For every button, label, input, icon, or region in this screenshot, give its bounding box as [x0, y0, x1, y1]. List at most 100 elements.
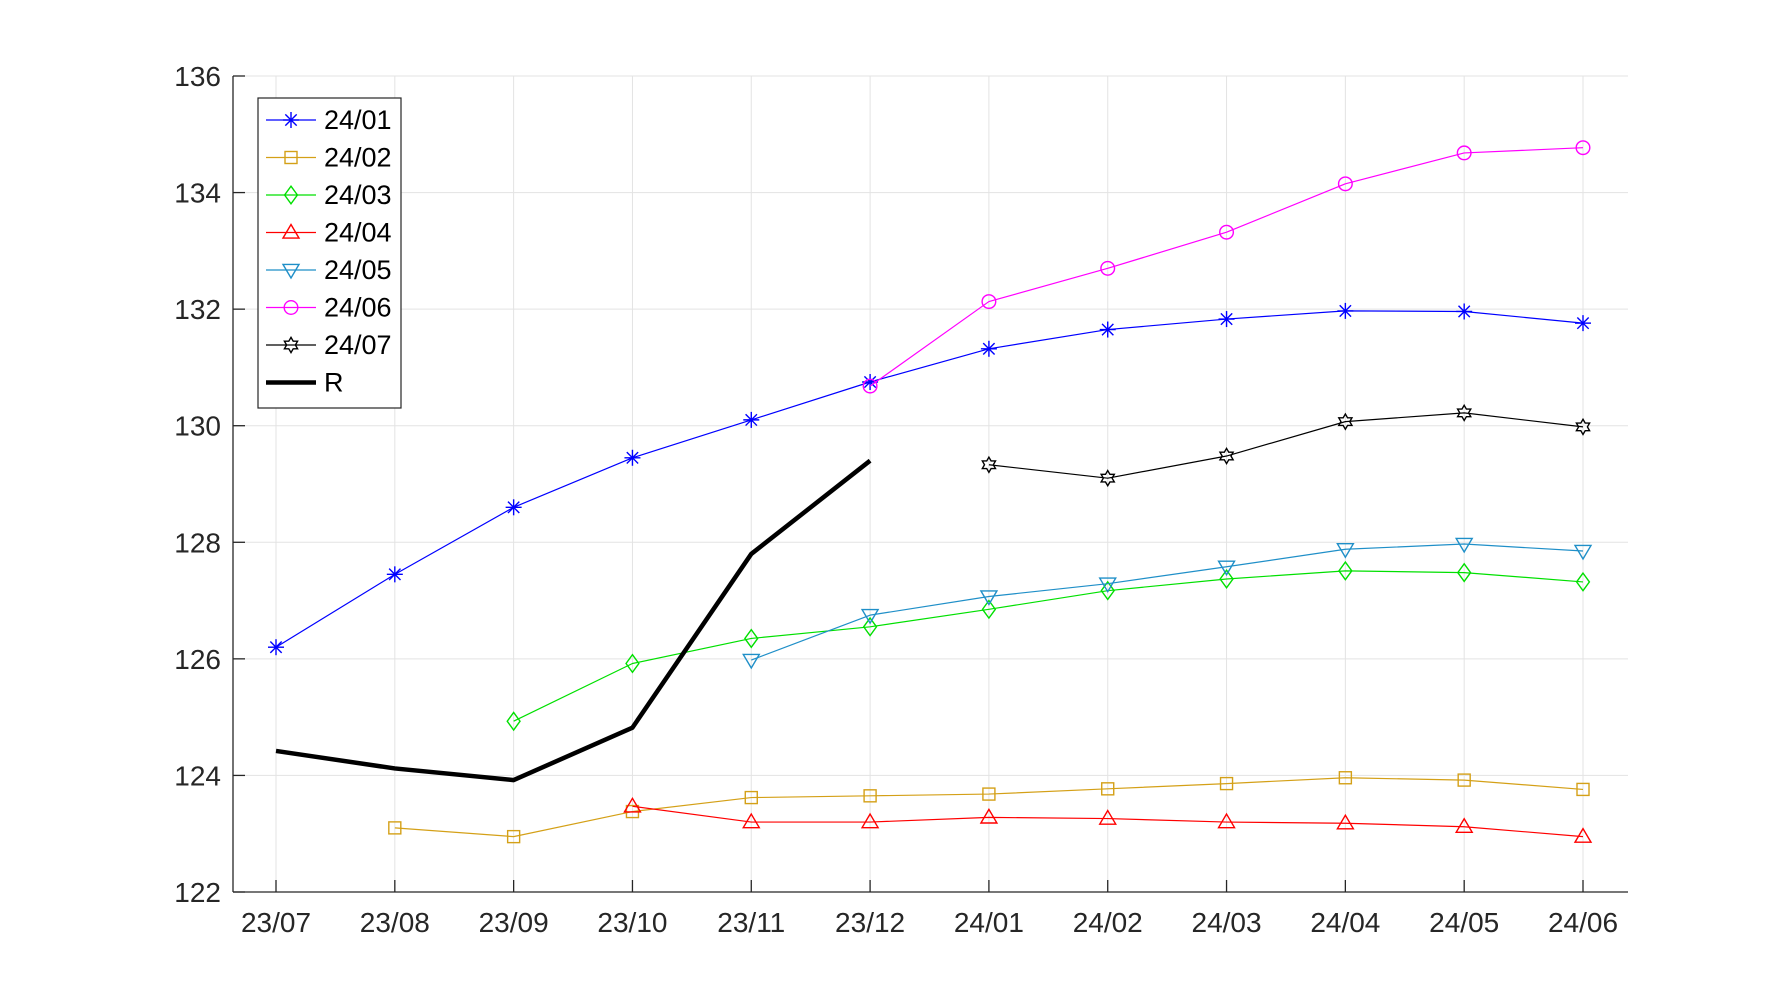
- asterisk-marker: [1218, 311, 1235, 328]
- legend-entry: 24/02: [266, 143, 392, 173]
- x-tick-label: 24/02: [1073, 907, 1143, 938]
- legend-entry: 24/01: [266, 105, 392, 135]
- diamond-marker: [625, 653, 640, 674]
- triangle-up-marker: [1573, 827, 1593, 843]
- asterisk-marker: [283, 112, 299, 128]
- x-tick-label: 24/01: [954, 907, 1024, 938]
- gridlines: [233, 75, 1628, 893]
- triangle-down-marker: [1098, 577, 1117, 594]
- x-tick-label: 24/03: [1192, 907, 1262, 938]
- square-marker: [1338, 771, 1353, 785]
- triangle-down-marker: [281, 263, 301, 280]
- triangle-up-marker: [1217, 812, 1236, 829]
- series-R: [275, 458, 872, 783]
- asterisk-marker: [1456, 303, 1473, 320]
- x-tick-label: 23/10: [597, 907, 667, 938]
- y-tick-label: 130: [174, 411, 221, 442]
- hexagram-marker: [1337, 412, 1354, 431]
- y-tick-label: 126: [174, 644, 221, 675]
- asterisk-marker: [268, 639, 284, 656]
- asterisk-marker: [1099, 321, 1116, 338]
- series-24-07: [981, 403, 1591, 488]
- legend: 24/01 24/02 24/03 24/04 24/05 24/06 24/07 R: [257, 97, 402, 409]
- diamond-marker: [283, 185, 299, 205]
- legend-entry: 24/07: [266, 330, 392, 360]
- y-tick-label: 128: [174, 527, 221, 558]
- series-line: [275, 458, 872, 783]
- square-marker: [982, 787, 996, 801]
- axes: 23/07 23/08 23/09 23/10 23/11 23/12 24/01 24/02…: [174, 61, 1628, 938]
- y-tick-label: 122: [174, 877, 221, 908]
- series-line: [869, 147, 1584, 387]
- circle-marker: [981, 294, 997, 310]
- diamond-marker: [744, 628, 759, 649]
- triangle-up-marker: [979, 808, 999, 824]
- circle-marker: [1575, 140, 1591, 156]
- diamond-marker: [506, 711, 521, 732]
- series-24-02: [388, 771, 1590, 844]
- asterisk-marker: [1575, 315, 1591, 332]
- series-lines: [268, 140, 1593, 844]
- y-tick-label: 132: [174, 294, 221, 325]
- series-line: [751, 543, 1584, 661]
- triangle-up-marker: [623, 796, 642, 813]
- circle-marker: [862, 378, 878, 394]
- series-line: [632, 805, 1584, 838]
- diamond-marker: [1338, 560, 1353, 581]
- series-24-04: [623, 796, 1593, 843]
- x-tick-label: 23/11: [717, 907, 785, 938]
- series-line: [513, 570, 1584, 722]
- square-marker: [1457, 773, 1471, 787]
- y-tick-label: 124: [174, 760, 221, 791]
- legend-entry: 24/06: [266, 293, 392, 323]
- square-marker: [506, 829, 521, 844]
- circle-marker: [283, 300, 299, 316]
- legend-entry: 24/04: [266, 218, 392, 248]
- hexagram-marker: [283, 336, 299, 354]
- legend-label: 24/02: [324, 143, 392, 173]
- x-tick-label: 23/07: [241, 907, 311, 938]
- x-tick-label: 24/05: [1429, 907, 1499, 938]
- hexagram-marker: [981, 455, 997, 474]
- square-marker: [1101, 782, 1115, 796]
- triangle-down-marker: [1573, 544, 1593, 561]
- square-marker: [863, 789, 877, 803]
- series-line: [394, 777, 1584, 838]
- hexagram-marker: [1099, 469, 1116, 488]
- diamond-marker: [1100, 580, 1115, 601]
- circle-marker: [1219, 224, 1235, 240]
- legend-label: 24/04: [324, 218, 392, 248]
- asterisk-marker: [505, 499, 522, 516]
- diamond-marker: [862, 616, 878, 637]
- hexagram-marker: [1456, 403, 1472, 422]
- square-marker: [388, 821, 402, 835]
- triangle-down-marker: [1336, 542, 1355, 559]
- x-tick-label: 23/08: [360, 907, 430, 938]
- series-line: [275, 310, 1584, 648]
- diamond-marker: [1456, 562, 1472, 583]
- legend-label: 24/06: [324, 293, 392, 323]
- series-24-03: [506, 560, 1591, 732]
- series-24-01: [268, 302, 1591, 656]
- legend-label: 24/07: [324, 330, 392, 360]
- triangle-up-marker: [1336, 813, 1355, 830]
- legend-entry: 24/05: [266, 255, 392, 285]
- legend-label: R: [324, 368, 344, 398]
- legend-entry: 24/03: [266, 180, 392, 210]
- diamond-marker: [981, 599, 997, 620]
- triangle-down-marker: [1217, 560, 1236, 577]
- y-tick-label: 136: [174, 61, 221, 92]
- square-marker: [1576, 782, 1590, 797]
- triangle-up-marker: [1098, 809, 1117, 825]
- triangle-down-marker: [979, 590, 999, 606]
- triangle-down-marker: [860, 608, 880, 625]
- triangle-up-marker: [1454, 817, 1474, 834]
- x-tick-label: 24/06: [1548, 907, 1618, 938]
- x-tick-label: 23/09: [479, 907, 549, 938]
- triangle-down-marker: [1454, 537, 1474, 554]
- asterisk-marker: [980, 340, 997, 357]
- hexagram-marker: [1218, 447, 1235, 466]
- diamond-marker: [1219, 569, 1234, 589]
- asterisk-marker: [386, 566, 403, 583]
